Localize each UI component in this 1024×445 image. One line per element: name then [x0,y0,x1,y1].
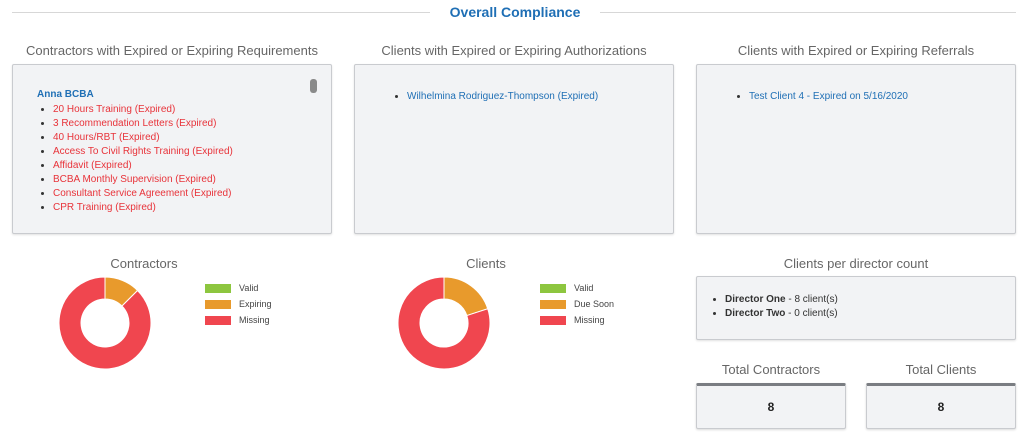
authorizations-panel: Wilhelmina Rodriguez-Thompson (Expired) [354,64,674,234]
director-name: Director One [725,294,786,305]
list-item[interactable]: Affidavit (Expired) [53,159,233,173]
total-clients-label: Total Clients [905,362,977,377]
director-count: - 0 client(s) [785,308,838,319]
list-item[interactable]: Access To Civil Rights Training (Expired… [53,145,233,159]
page-title: Overall Compliance [449,4,581,20]
page-header: Overall Compliance [12,0,1016,26]
donut-slice-due-soon[interactable] [443,276,489,317]
list-item: Director Two - 0 client(s) [725,307,838,321]
header-divider-right [600,12,1016,13]
legend-label: Valid [239,283,259,293]
legend-item-missing: Missing [205,312,272,328]
list-item[interactable]: Wilhelmina Rodriguez-Thompson (Expired) [407,90,598,104]
legend-label: Due Soon [574,299,615,309]
list-item[interactable]: Test Client 4 - Expired on 5/16/2020 [749,90,908,104]
director-list: Director One - 8 client(s) Director Two … [725,293,838,321]
total-contractors-box: 8 [696,383,846,429]
legend-swatch [540,283,566,293]
legend-label: Missing [239,315,270,325]
list-item[interactable]: CPR Training (Expired) [53,201,233,215]
director-count: - 8 client(s) [785,294,838,305]
referrals-title: Clients with Expired or Expiring Referra… [737,43,975,58]
legend-item-due-soon: Due Soon [540,296,614,312]
legend-label: Expiring [239,299,272,309]
contractors-donut-chart [58,276,152,370]
panel-scrollbar[interactable] [310,79,317,93]
list-item[interactable]: BCBA Monthly Supervision (Expired) [53,173,233,187]
list-item[interactable]: Consultant Service Agreement (Expired) [53,187,233,201]
authorizations-title: Clients with Expired or Expiring Authori… [381,43,647,58]
requirements-list: 20 Hours Training (Expired) 3 Recommenda… [53,103,233,215]
list-item[interactable]: 20 Hours Training (Expired) [53,103,233,117]
contractors-legend: Valid Expiring Missing [205,280,272,328]
clients-legend: Valid Due Soon Missing [540,280,614,328]
legend-swatch [540,299,566,309]
donut-slice-missing[interactable] [58,276,152,370]
contractors-requirements-title: Contractors with Expired or Expiring Req… [26,43,318,58]
legend-item-valid: Valid [540,280,614,296]
contractors-requirements-panel[interactable]: Anna BCBA 20 Hours Training (Expired) 3 … [12,64,332,234]
legend-swatch [540,315,566,325]
legend-item-valid: Valid [205,280,272,296]
referrals-list: Test Client 4 - Expired on 5/16/2020 [749,90,908,104]
list-item[interactable]: 3 Recommendation Letters (Expired) [53,117,233,131]
legend-item-expiring: Expiring [205,296,272,312]
director-count-title: Clients per director count [783,256,929,271]
list-item: Director One - 8 client(s) [725,293,838,307]
clients-chart-title: Clients [466,256,506,271]
list-item[interactable]: 40 Hours/RBT (Expired) [53,131,233,145]
legend-swatch [205,299,231,309]
contractors-chart-title: Contractors [110,256,178,271]
authorizations-list: Wilhelmina Rodriguez-Thompson (Expired) [407,90,598,104]
legend-label: Missing [574,315,605,325]
legend-swatch [205,315,231,325]
total-contractors-label: Total Contractors [721,362,821,377]
total-clients-box: 8 [866,383,1016,429]
legend-item-missing: Missing [540,312,614,328]
referrals-panel: Test Client 4 - Expired on 5/16/2020 [696,64,1016,234]
header-divider-left [12,12,430,13]
director-count-panel: Director One - 8 client(s) Director Two … [696,276,1016,340]
legend-swatch [205,283,231,293]
clients-donut-chart [397,276,491,370]
donut-slice-missing[interactable] [397,276,491,370]
contractor-name-link[interactable]: Anna BCBA [37,89,94,100]
legend-label: Valid [574,283,594,293]
director-name: Director Two [725,308,786,319]
